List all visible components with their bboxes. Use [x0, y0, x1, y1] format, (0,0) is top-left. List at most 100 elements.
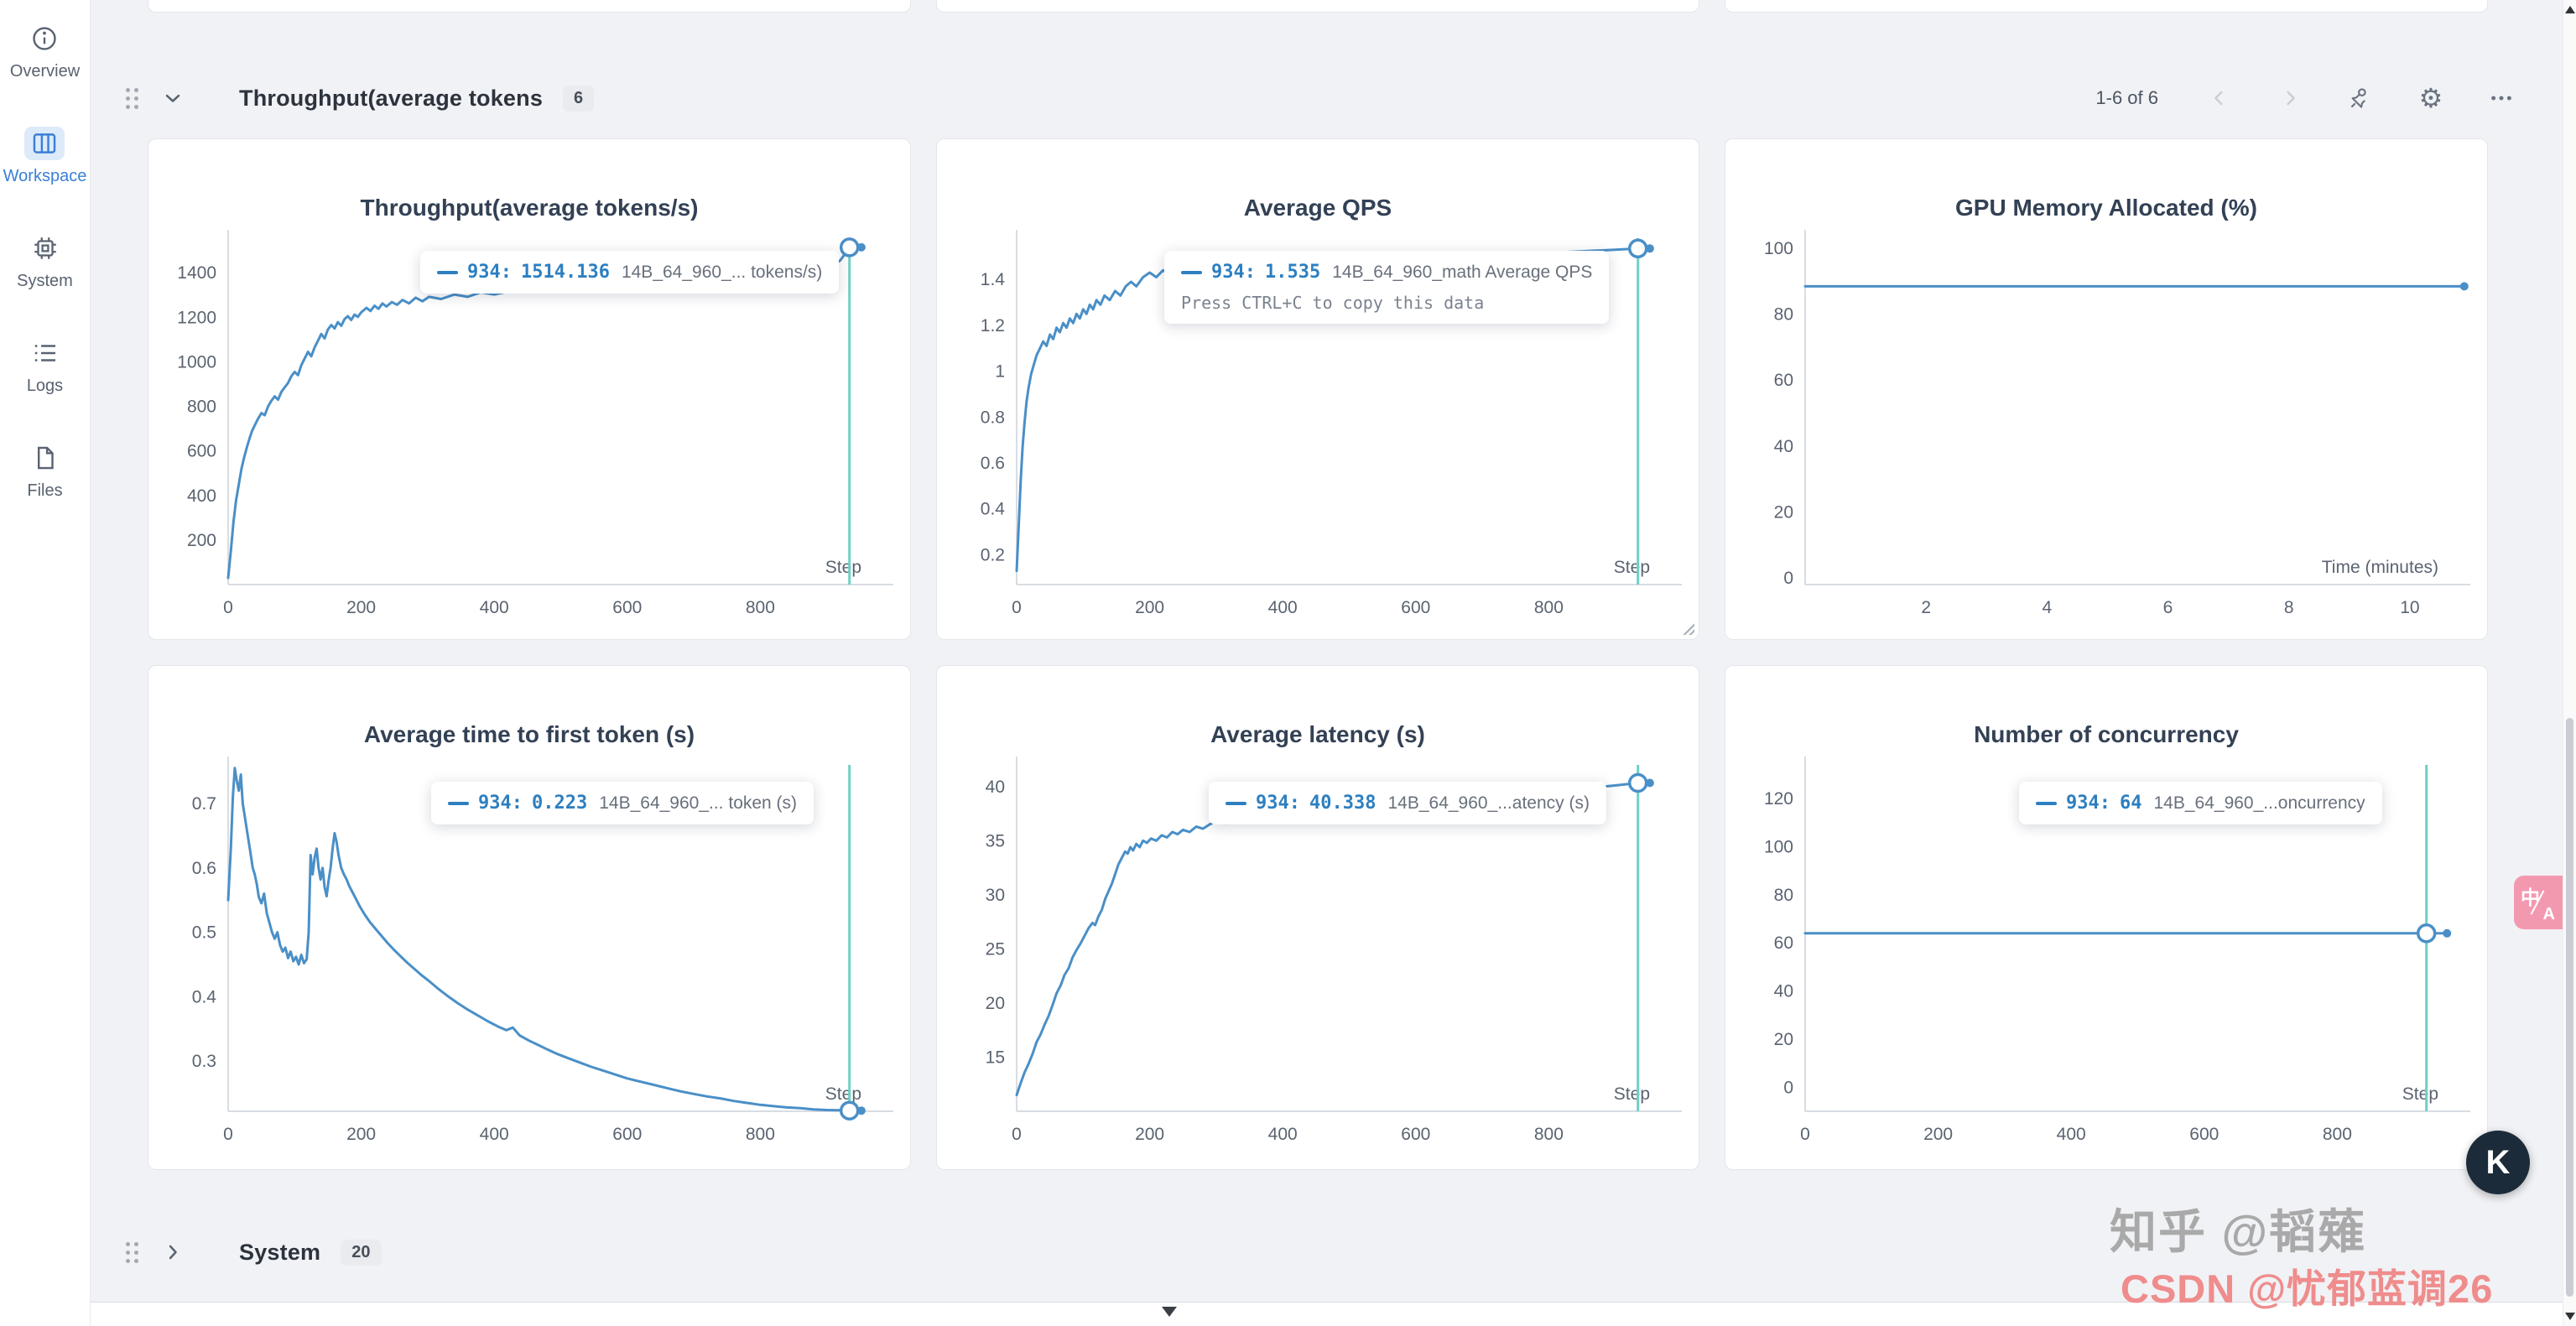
svg-text:800: 800	[187, 398, 216, 417]
sidebar-item-logs[interactable]: Logs	[25, 336, 65, 394]
svg-text:1000: 1000	[177, 352, 216, 372]
svg-text:400: 400	[480, 1125, 509, 1144]
svg-text:0: 0	[1800, 1125, 1810, 1144]
svg-text:400: 400	[480, 598, 509, 617]
section-title: System	[239, 1239, 321, 1265]
svg-text:10: 10	[2400, 598, 2419, 617]
svg-text:0.4: 0.4	[192, 987, 217, 1006]
chart-plot[interactable]: 0 20 40 60 80 100 120 0 200 400 600 800 Step	[1725, 666, 2489, 1167]
svg-text:0.6: 0.6	[981, 454, 1005, 473]
sidebar-item-label: Workspace	[3, 167, 87, 185]
vertical-scrollbar[interactable]	[2563, 0, 2576, 1326]
series-dash-icon	[1226, 801, 1246, 805]
chart-tooltip: 934: 1.535 14B_64_960_math Average QPS P…	[1164, 251, 1610, 324]
partial-card-top	[148, 0, 911, 13]
svg-text:200: 200	[1135, 598, 1164, 617]
chart-plot[interactable]: 0.3 0.4 0.5 0.6 0.7 0 200 400 600 800 Step	[148, 666, 912, 1167]
svg-text:800: 800	[1534, 1125, 1564, 1144]
tooltip-series-name: 14B_64_960_math Average QPS	[1332, 262, 1593, 282]
svg-text:Step: Step	[2402, 1084, 2438, 1104]
section-title: Throughput(average tokens	[239, 85, 544, 111]
chart-tooltip: 934: 40.338 14B_64_960_...atency (s)	[1209, 782, 1606, 824]
svg-text:200: 200	[1135, 1125, 1164, 1144]
chart-card: Average latency (s) 15 20 25 30 35 40 0 200 400 6…	[936, 665, 1699, 1170]
chart-card: Number of concurrency 0 20 40 60 80 100 120 0 20…	[1725, 665, 2488, 1170]
tooltip-value: 40.338	[1309, 793, 1376, 814]
chevron-right-icon[interactable]	[160, 1240, 185, 1265]
drag-handle-icon[interactable]	[126, 87, 138, 109]
gear-icon[interactable]: ⚙	[2417, 84, 2445, 112]
svg-text:0.7: 0.7	[192, 794, 216, 814]
scrollbar-thumb[interactable]	[2566, 718, 2573, 1297]
assistant-k-label: K	[2485, 1143, 2511, 1181]
svg-text:1: 1	[995, 362, 1005, 382]
svg-text:20: 20	[986, 994, 1005, 1013]
svg-text:Step: Step	[1614, 558, 1650, 577]
chart-title: Average time to first token (s)	[363, 721, 695, 747]
svg-text:2: 2	[1921, 598, 1931, 617]
section-header-throughput: Throughput(average tokens 6 1-6 of 6 ⚙	[126, 74, 2516, 122]
section-header-system: System 20	[126, 1228, 2516, 1277]
chart-plot[interactable]: 0 20 40 60 80 100 2 4 6 8 10 Time (minutes)	[1725, 139, 2489, 641]
svg-text:600: 600	[1401, 1125, 1430, 1144]
svg-text:0.5: 0.5	[192, 923, 216, 943]
zhihu-watermark: 知乎 @韬薙	[2110, 1205, 2367, 1258]
svg-text:1.2: 1.2	[981, 316, 1005, 335]
sidebar-item-overview[interactable]: Overview	[10, 22, 80, 80]
scroll-bottom-indicator[interactable]	[1162, 1307, 1177, 1317]
svg-text:4: 4	[2043, 598, 2053, 617]
chart-tooltip: 934: 1514.136 14B_64_960_... tokens/s)	[420, 251, 840, 294]
translate-widget[interactable]: 中 A	[2514, 876, 2563, 929]
svg-text:120: 120	[1764, 789, 1793, 809]
svg-text:0.3: 0.3	[192, 1052, 216, 1071]
svg-text:60: 60	[1774, 933, 1793, 953]
sidebar: Overview Workspace System Logs Files	[0, 0, 91, 1326]
section-count-badge: 6	[563, 85, 595, 112]
chart-title: Throughput(average tokens/s)	[360, 195, 699, 221]
svg-text:40: 40	[1774, 982, 1793, 1001]
section-count-badge: 20	[341, 1239, 382, 1266]
scrollbar-down-arrow-icon[interactable]	[2565, 1313, 2575, 1320]
series-dash-icon	[1181, 270, 1202, 274]
chart-title: Number of concurrency	[1974, 721, 2239, 747]
scrollbar-up-arrow-icon[interactable]	[2565, 6, 2575, 13]
svg-text:0.4: 0.4	[981, 500, 1006, 519]
svg-text:0.8: 0.8	[981, 408, 1005, 427]
svg-text:35: 35	[986, 831, 1005, 850]
sidebar-item-files[interactable]: Files	[25, 441, 65, 499]
assistant-k-button[interactable]: K	[2466, 1131, 2530, 1194]
tooltip-step: 934:	[2066, 793, 2110, 814]
chart-plot[interactable]: 200 400 600 800 1000 1200 1400 0 200 400 600 800 Ste…	[148, 139, 912, 641]
svg-text:200: 200	[346, 598, 376, 617]
svg-text:Time (minutes): Time (minutes)	[2322, 558, 2438, 577]
svg-text:100: 100	[1764, 838, 1793, 857]
page-next-button[interactable]	[2276, 84, 2304, 112]
drag-handle-icon[interactable]	[126, 1241, 138, 1263]
svg-text:Step: Step	[1614, 1084, 1650, 1104]
svg-text:400: 400	[187, 486, 216, 506]
svg-text:200: 200	[346, 1125, 376, 1144]
svg-text:800: 800	[746, 598, 775, 617]
logs-icon	[25, 336, 65, 370]
svg-text:100: 100	[1764, 239, 1793, 258]
page-prev-button[interactable]	[2205, 84, 2234, 112]
svg-text:800: 800	[746, 1125, 775, 1144]
series-dash-icon	[2036, 801, 2057, 805]
tooltip-series-name: 14B_64_960_...atency (s)	[1387, 793, 1590, 813]
sidebar-item-label: System	[17, 272, 73, 290]
tooltip-value: 64	[2119, 793, 2142, 814]
svg-text:0: 0	[223, 1125, 233, 1144]
chart-title: GPU Memory Allocated (%)	[1955, 195, 2257, 221]
svg-text:Step: Step	[825, 1084, 861, 1104]
ellipsis-icon[interactable]	[2487, 84, 2516, 112]
chevron-down-icon[interactable]	[160, 86, 185, 111]
chart-plot[interactable]: 0.2 0.4 0.6 0.8 1 1.2 1.4 0 200 400 600 800 Step	[937, 139, 1700, 641]
chart-card: GPU Memory Allocated (%) 0 20 40 60 80 100 2 4 6…	[1725, 138, 2488, 640]
sidebar-item-system[interactable]: System	[17, 231, 73, 289]
pin-icon[interactable]	[2346, 84, 2375, 112]
sidebar-item-workspace[interactable]: Workspace	[3, 127, 87, 185]
svg-text:200: 200	[1923, 1125, 1953, 1144]
section-toolbar: 1-6 of 6 ⚙	[2095, 84, 2516, 112]
translate-zh-label: 中	[2521, 887, 2540, 908]
